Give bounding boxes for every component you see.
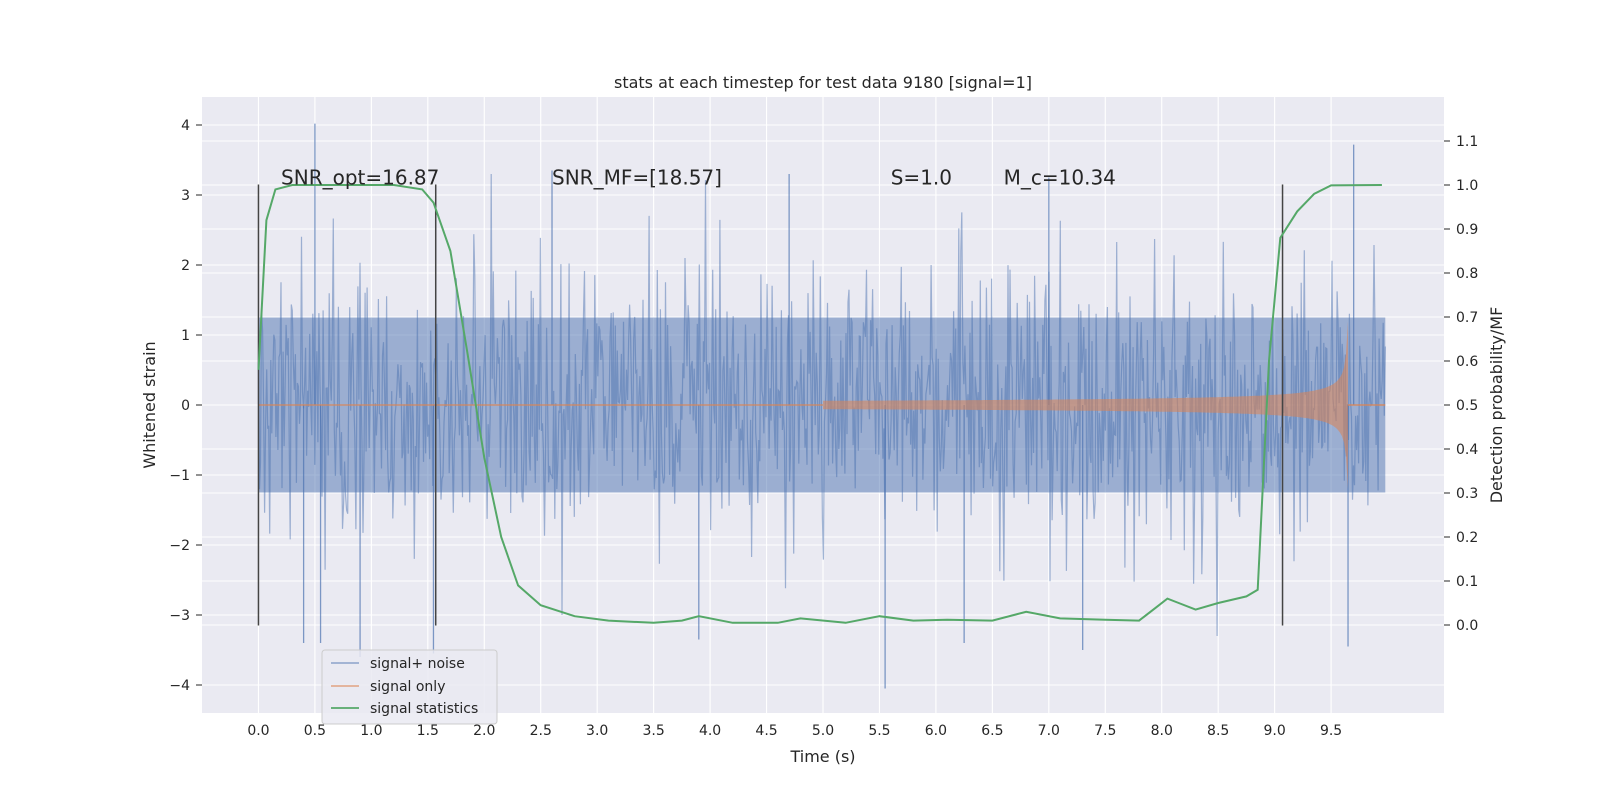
stats-line <box>257 184 1382 624</box>
series-signal-only <box>258 321 1386 489</box>
y-axis-label-left: Whitened strain <box>140 341 159 468</box>
legend-label-signal-only: signal only <box>370 679 445 695</box>
y-tick-label-left: 1 <box>181 328 190 344</box>
vertical-markers <box>257 184 1284 626</box>
y-tick-label-left: −4 <box>169 678 190 694</box>
y-tick-label-right: 0.9 <box>1456 222 1478 238</box>
signal-chirp-envelope <box>823 321 1348 489</box>
y-tick-label-right: 0.0 <box>1456 618 1478 634</box>
annotation-text: S=1.0 <box>891 166 952 190</box>
x-axis-label: Time (s) <box>789 747 855 766</box>
x-tick-label: 5.5 <box>868 723 890 739</box>
chart-title: stats at each timestep for test data 918… <box>614 73 1032 92</box>
y-tick-label-left: 2 <box>181 258 190 274</box>
x-tick-label: 0.5 <box>304 723 326 739</box>
y-axis-label-right: Detection probability/MF <box>1487 307 1506 504</box>
x-tick-label: 9.0 <box>1264 723 1286 739</box>
annotation-text: SNR_opt=16.87 <box>281 166 439 190</box>
y-tick-label-left: −3 <box>169 608 190 624</box>
x-tick-label: 2.0 <box>473 723 495 739</box>
y-tick-label-right: 0.4 <box>1456 442 1478 458</box>
x-tick-label: 8.0 <box>1151 723 1173 739</box>
x-tick-label: 0.0 <box>247 723 269 739</box>
y-tick-label-right: 0.3 <box>1456 486 1478 502</box>
x-tick-label: 9.5 <box>1320 723 1342 739</box>
noise-trace <box>257 173 1386 637</box>
x-tick-label: 5.0 <box>812 723 834 739</box>
x-tick-label: 4.5 <box>755 723 777 739</box>
y-ticks-left: −4 −3 −2 −1 0 1 2 3 4 <box>169 118 202 694</box>
y-tick-label-right: 0.1 <box>1456 574 1478 590</box>
y-tick-label-right: 1.0 <box>1456 178 1478 194</box>
annotation-text: M_c=10.34 <box>1004 166 1116 190</box>
y-tick-label-left: 3 <box>181 188 190 204</box>
y-tick-label-right: 0.6 <box>1456 354 1478 370</box>
x-tick-label: 3.5 <box>643 723 665 739</box>
y-tick-label-right: 0.7 <box>1456 310 1478 326</box>
y-tick-label-left: −2 <box>169 538 190 554</box>
x-tick-label: 7.5 <box>1094 723 1116 739</box>
legend: signal+ noise signal only signal statist… <box>321 649 498 725</box>
y-tick-label-left: 4 <box>181 118 190 134</box>
y-tick-label-right: 0.5 <box>1456 398 1478 414</box>
legend-label-signal-noise: signal+ noise <box>370 656 465 672</box>
x-tick-label: 7.0 <box>1038 723 1060 739</box>
y-tick-label-right: 0.2 <box>1456 530 1478 546</box>
legend-label-signal-statistics: signal statistics <box>370 701 478 717</box>
x-tick-label: 1.5 <box>417 723 439 739</box>
x-tick-label: 6.0 <box>925 723 947 739</box>
annotation-text: SNR_MF=[18.57] <box>552 166 722 190</box>
annotations: SNR_opt=16.87 SNR_MF=[18.57] S=1.0 M_c=10.3… <box>281 166 1116 190</box>
x-tick-label: 1.0 <box>360 723 382 739</box>
series-signal-statistics <box>257 184 1382 624</box>
y-tick-label-right: 1.1 <box>1456 134 1478 150</box>
legend-box <box>321 649 498 725</box>
x-tick-label: 8.5 <box>1207 723 1229 739</box>
x-ticks: 0.0 0.5 1.0 1.5 2.0 2.5 3.0 3.5 4.0 4.5 5.0 5.5 6.0 6… <box>247 723 1342 739</box>
x-tick-label: 2.5 <box>530 723 552 739</box>
y-tick-label-right: 0.8 <box>1456 266 1478 282</box>
y-ticks-right: 0.0 0.1 0.2 0.3 0.4 0.5 0.6 0.7 0.8 0.9 1.0 1.1 <box>1444 134 1478 634</box>
x-tick-label: 4.0 <box>699 723 721 739</box>
x-tick-label: 6.5 <box>981 723 1003 739</box>
x-tick-label: 3.0 <box>586 723 608 739</box>
y-tick-label-left: 0 <box>181 398 190 414</box>
y-tick-label-left: −1 <box>169 468 190 484</box>
